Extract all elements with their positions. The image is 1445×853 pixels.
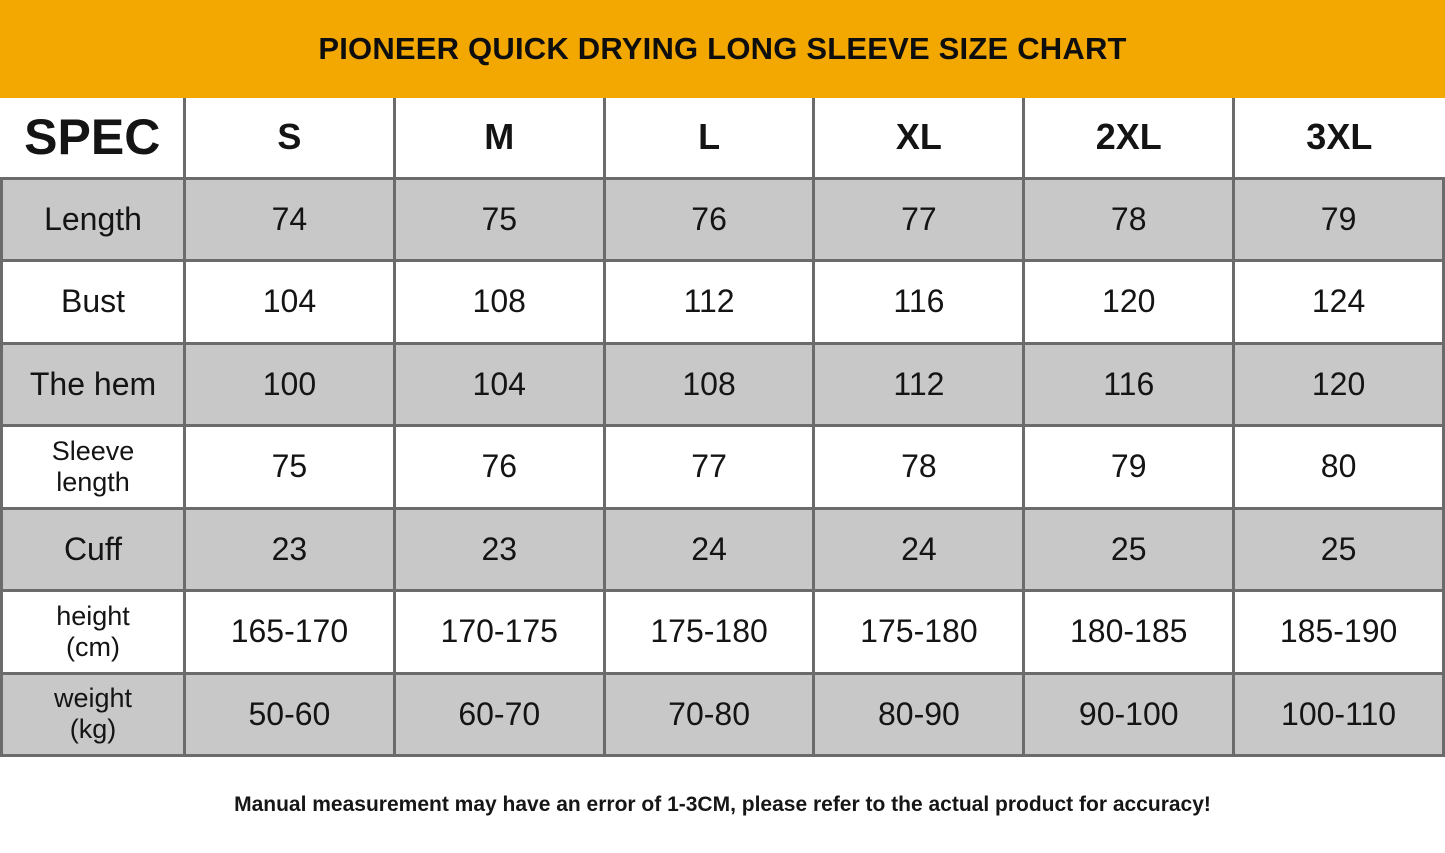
title-banner: PIONEER QUICK DRYING LONG SLEEVE SIZE CH… — [0, 0, 1445, 98]
size-value-cell: 79 — [1232, 176, 1445, 262]
size-value-cell: 108 — [392, 259, 606, 345]
size-value-cell: 75 — [183, 424, 396, 510]
size-value-cell: 165-170 — [183, 589, 396, 675]
row-label: Bust — [0, 259, 186, 345]
size-value-cell: 116 — [812, 259, 1026, 345]
size-column-header: M — [392, 98, 606, 180]
size-value-cell: 50-60 — [183, 671, 396, 757]
table-row: Sleeve length 75 76 77 78 79 80 — [0, 424, 1445, 510]
size-value-cell: 23 — [183, 506, 396, 592]
size-value-cell: 80-90 — [812, 671, 1026, 757]
size-column-header: XL — [812, 98, 1026, 180]
size-value-cell: 124 — [1232, 259, 1445, 345]
table-row: Bust 104 108 112 116 120 124 — [0, 259, 1445, 345]
size-value-cell: 74 — [183, 176, 396, 262]
size-value-cell: 70-80 — [602, 671, 816, 757]
page-title: PIONEER QUICK DRYING LONG SLEEVE SIZE CH… — [318, 31, 1127, 66]
size-value-cell: 76 — [392, 424, 606, 510]
size-value-cell: 24 — [812, 506, 1026, 592]
size-value-cell: 25 — [1022, 506, 1236, 592]
size-value-cell: 80 — [1232, 424, 1445, 510]
size-value-cell: 185-190 — [1232, 589, 1445, 675]
size-value-cell: 24 — [602, 506, 816, 592]
row-label: Sleeve length — [0, 424, 186, 510]
size-value-cell: 75 — [392, 176, 606, 262]
size-value-cell: 90-100 — [1022, 671, 1236, 757]
size-value-cell: 180-185 — [1022, 589, 1236, 675]
size-value-cell: 76 — [602, 176, 816, 262]
table-row: weight (kg) 50-60 60-70 70-80 80-90 90-100 100-… — [0, 671, 1445, 757]
size-chart-table: SPEC S M L XL 2XL 3XL Length 74 75 76 77 78 79 Bust 1… — [0, 98, 1445, 757]
spec-corner-header: SPEC — [1, 98, 186, 180]
size-value-cell: 78 — [1022, 176, 1236, 262]
size-column-header: 2XL — [1022, 98, 1236, 180]
size-value-cell: 116 — [1022, 341, 1236, 427]
header-row: SPEC S M L XL 2XL 3XL — [1, 98, 1444, 180]
size-column-header: S — [183, 98, 396, 180]
row-label: Length — [0, 176, 186, 262]
size-value-cell: 108 — [602, 341, 816, 427]
row-label: height (cm) — [0, 589, 186, 675]
size-value-cell: 120 — [1232, 341, 1445, 427]
size-column-header: 3XL — [1232, 98, 1444, 180]
size-value-cell: 78 — [812, 424, 1026, 510]
size-value-cell: 25 — [1232, 506, 1445, 592]
size-value-cell: 100 — [183, 341, 396, 427]
table-row: height (cm) 165-170 170-175 175-180 175-180 18… — [0, 589, 1445, 675]
table-row: Cuff 23 23 24 24 25 25 — [0, 506, 1445, 592]
size-value-cell: 77 — [602, 424, 816, 510]
size-value-cell: 23 — [392, 506, 606, 592]
size-value-cell: 79 — [1022, 424, 1236, 510]
size-column-header: L — [602, 98, 816, 180]
size-value-cell: 112 — [812, 341, 1026, 427]
size-value-cell: 100-110 — [1232, 671, 1445, 757]
row-label: Cuff — [0, 506, 186, 592]
row-label: The hem — [0, 341, 186, 427]
size-value-cell: 60-70 — [392, 671, 606, 757]
size-value-cell: 77 — [812, 176, 1026, 262]
size-value-cell: 175-180 — [602, 589, 816, 675]
measurement-disclaimer: Manual measurement may have an error of … — [234, 793, 1211, 816]
size-value-cell: 175-180 — [812, 589, 1026, 675]
size-chart-body: Length 74 75 76 77 78 79 Bust 104 108 112 116 120 124… — [0, 176, 1445, 757]
row-label: weight (kg) — [0, 671, 186, 757]
size-chart-header: SPEC S M L XL 2XL 3XL — [1, 98, 1444, 180]
size-value-cell: 112 — [602, 259, 816, 345]
size-value-cell: 104 — [392, 341, 606, 427]
size-value-cell: 170-175 — [392, 589, 606, 675]
table-row: The hem 100 104 108 112 116 120 — [0, 341, 1445, 427]
footer: Manual measurement may have an error of … — [0, 757, 1445, 853]
table-row: Length 74 75 76 77 78 79 — [0, 176, 1445, 262]
size-value-cell: 120 — [1022, 259, 1236, 345]
size-value-cell: 104 — [183, 259, 396, 345]
